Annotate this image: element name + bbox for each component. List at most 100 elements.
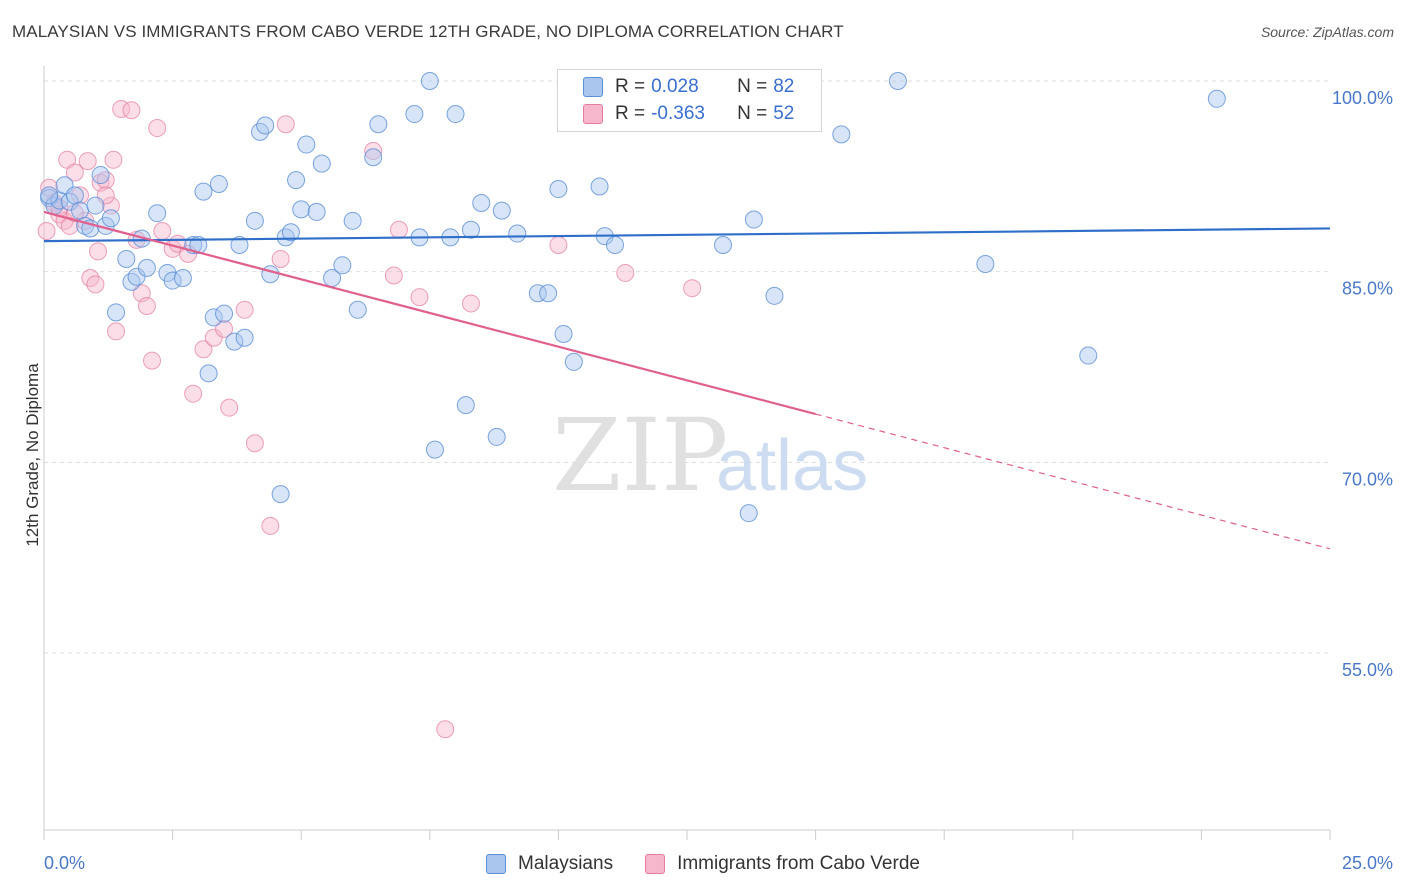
legend-label-cabo-verde: Immigrants from Cabo Verde	[677, 853, 920, 874]
data-point-malaysian	[1207, 89, 1226, 108]
legend-n-value: 52	[773, 103, 795, 124]
data-point-malaysian	[456, 396, 475, 415]
data-point-malaysian	[40, 186, 59, 205]
legend-swatch-blue	[583, 77, 603, 97]
legend-n-value: 82	[773, 76, 795, 97]
data-point-malaysian	[590, 177, 609, 196]
data-point-cabo-verde	[137, 296, 156, 315]
watermark: ZIP atlas	[552, 397, 868, 514]
data-point-cabo-verde	[616, 263, 635, 282]
data-point-cabo-verde	[384, 266, 403, 285]
data-point-cabo-verde	[235, 300, 254, 319]
data-point-malaysian	[832, 125, 851, 144]
data-point-malaysian	[739, 504, 758, 523]
data-point-cabo-verde	[436, 720, 455, 739]
data-point-malaysian	[107, 303, 126, 322]
data-point-malaysian	[173, 269, 192, 288]
data-point-cabo-verde	[245, 434, 264, 453]
tick-layer: 100.0% 85.0% 70.0% 55.0% 0.0% 25.0%	[44, 88, 1393, 873]
data-point-cabo-verde	[71, 186, 90, 205]
data-point-malaysian	[539, 284, 558, 303]
data-point-malaysian	[492, 201, 511, 220]
data-point-cabo-verde	[683, 279, 702, 298]
data-point-malaysian	[287, 171, 306, 190]
data-point-cabo-verde	[89, 242, 108, 261]
data-point-cabo-verde	[65, 204, 84, 223]
data-point-malaysian	[292, 200, 311, 219]
trendline-cabo-verde	[43, 210, 816, 416]
data-point-cabo-verde	[215, 319, 234, 338]
data-point-cabo-verde	[220, 398, 239, 417]
data-point-malaysian	[461, 220, 480, 239]
data-point-malaysian	[256, 116, 275, 135]
legend-swatch-blue	[486, 854, 507, 874]
data-point-malaysian	[261, 265, 280, 284]
data-point-cabo-verde	[461, 294, 480, 313]
data-point-cabo-verde	[143, 351, 162, 370]
data-point-malaysian	[605, 235, 624, 254]
data-point-malaysian	[215, 304, 234, 323]
data-point-cabo-verde	[364, 141, 383, 160]
data-point-cabo-verde	[549, 235, 568, 254]
data-point-cabo-verde	[148, 119, 167, 138]
data-point-malaysian	[86, 196, 105, 215]
data-point-malaysian	[71, 201, 90, 220]
data-point-malaysian	[137, 258, 156, 277]
x-tick-label: 25.0%	[1342, 853, 1393, 873]
legend-row-malaysians: R = 0.028 N = 82	[583, 75, 794, 99]
legend-swatch-pink	[645, 854, 666, 874]
data-point-cabo-verde	[276, 115, 295, 134]
source-label: Source: ZipAtlas.com	[1260, 24, 1394, 40]
data-point-cabo-verde	[204, 328, 223, 347]
data-point-malaysian	[343, 211, 362, 230]
grid-layer	[44, 80, 1330, 654]
data-point-malaysian	[101, 209, 120, 228]
y-axis-label: 12th Grade, No Diploma	[23, 363, 42, 547]
stats-legend: R = 0.028 N = 82 R = -0.363 N = 52	[557, 69, 822, 132]
data-point-cabo-verde	[153, 221, 172, 240]
data-point-cabo-verde	[37, 221, 56, 240]
data-point-malaysian	[204, 308, 223, 327]
legend-item-malaysians[interactable]: Malaysians	[486, 853, 613, 875]
data-point-malaysian	[364, 148, 383, 167]
data-point-malaysian	[307, 202, 326, 221]
data-point-cabo-verde	[261, 516, 280, 535]
data-point-malaysian	[297, 135, 316, 154]
x-tick-label: 0.0%	[44, 853, 85, 873]
y-tick-label: 85.0%	[1342, 279, 1393, 299]
data-point-cabo-verde	[389, 220, 408, 239]
data-point-malaysian	[225, 332, 244, 351]
y-tick-label: 55.0%	[1342, 660, 1393, 680]
data-point-malaysian	[271, 485, 290, 504]
axis-layer	[43, 66, 1331, 840]
data-point-malaysian	[209, 174, 228, 193]
data-point-malaysian	[122, 272, 141, 291]
data-point-malaysian	[230, 235, 249, 254]
series-legend: Malaysians Immigrants from Cabo Verde	[0, 853, 1406, 875]
data-point-malaysian	[65, 186, 84, 205]
data-point-malaysian	[888, 72, 907, 90]
data-point-cabo-verde	[184, 384, 203, 403]
data-point-malaysian	[312, 154, 331, 173]
data-point-malaysian	[194, 182, 213, 201]
legend-item-cabo-verde[interactable]: Immigrants from Cabo Verde	[645, 853, 920, 875]
chart-title: MALAYSIAN VS IMMIGRANTS FROM CABO VERDE …	[12, 22, 844, 41]
data-point-malaysian	[148, 204, 167, 223]
data-point-cabo-verde	[104, 150, 123, 169]
y-tick-label: 100.0%	[1332, 88, 1393, 108]
data-point-malaysian	[127, 267, 146, 286]
data-point-malaysian	[245, 211, 264, 230]
data-point-malaysian	[420, 72, 439, 90]
data-point-malaysian	[235, 328, 254, 347]
data-point-cabo-verde	[65, 163, 84, 182]
data-point-malaysian	[554, 324, 573, 343]
data-point-cabo-verde	[271, 249, 290, 268]
data-point-malaysian	[163, 271, 182, 290]
data-point-malaysian	[276, 228, 295, 247]
legend-label-malaysians: Malaysians	[518, 853, 614, 874]
data-point-malaysian	[528, 284, 547, 303]
data-point-malaysian	[369, 115, 388, 134]
data-point-cabo-verde	[101, 196, 120, 215]
legend-n-label: N =	[737, 76, 768, 97]
data-point-malaysian	[281, 223, 300, 242]
